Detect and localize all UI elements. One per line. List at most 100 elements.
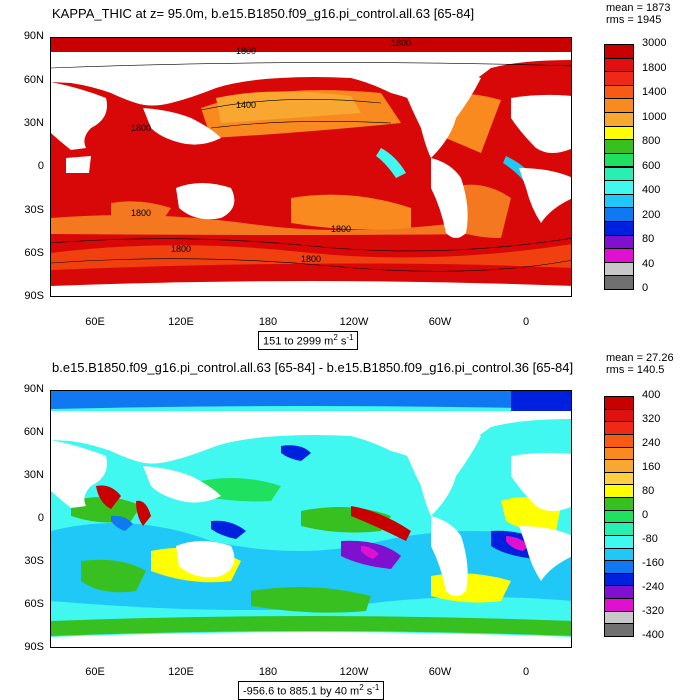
colorbar-label: 1000	[642, 110, 667, 123]
lat-label: 30N	[23, 469, 44, 481]
colorbar-swatch	[604, 396, 634, 410]
panel1-field	[51, 38, 571, 296]
lon-label: 120W	[339, 316, 369, 328]
colorbar-label: 0	[642, 282, 649, 294]
colorbar-label: -400	[642, 629, 665, 641]
colorbar-label: 0	[642, 509, 649, 521]
lat-label: 90N	[23, 30, 44, 42]
panel1-mean: mean = 1873	[606, 2, 671, 14]
colorbar-label: 240	[642, 437, 661, 449]
lat-label: 30S	[24, 555, 44, 567]
lat-label: 0	[37, 160, 44, 172]
lat-label: 60S	[24, 598, 44, 610]
contour-label: 1800	[391, 38, 412, 48]
lon-label: 120E	[168, 316, 194, 328]
panel1-rms: rms = 1945	[606, 14, 662, 26]
lon-label: 60W	[428, 666, 452, 678]
colorbar-swatch	[604, 572, 634, 587]
panel2-mean: mean = 27.26	[606, 352, 674, 364]
colorbar-swatch	[604, 433, 634, 448]
colorbar-swatch	[604, 261, 634, 277]
colorbar-swatch	[604, 484, 634, 499]
colorbar-label: 400	[642, 184, 661, 196]
colorbar-swatch	[604, 446, 634, 461]
colorbar-swatch	[604, 459, 634, 473]
colorbar-label: 1400	[642, 86, 667, 98]
lon-label: 60E	[85, 666, 105, 678]
colorbar-swatch	[604, 152, 634, 168]
colorbar-label: 1800	[642, 61, 667, 74]
colorbar-swatch	[604, 234, 634, 250]
colorbar-swatch	[604, 139, 634, 154]
colorbar-swatch	[604, 547, 634, 562]
contour-label: 1800	[331, 224, 352, 234]
colorbar-label: 800	[642, 135, 661, 147]
colorbar-label: 200	[642, 208, 661, 221]
colorbar-swatch	[604, 275, 634, 290]
lat-label: 90S	[24, 290, 44, 302]
panel2-colorbar: 400 320 240 160 80 0 -80 -160 -240 -320 -400	[604, 389, 684, 641]
lat-label: 60S	[24, 247, 44, 259]
lat-label: 0	[37, 512, 44, 524]
colorbar-label: -320	[642, 605, 665, 617]
colorbar-swatch	[604, 408, 634, 423]
lon-label: 0	[522, 316, 530, 328]
colorbar-swatch	[604, 112, 634, 127]
colorbar-swatch	[604, 623, 634, 637]
panel2-field	[51, 391, 571, 647]
colorbar-label: 40	[642, 257, 655, 270]
colorbar-swatch	[604, 421, 634, 435]
colorbar-swatch	[604, 193, 634, 209]
colorbar-swatch	[604, 125, 634, 141]
colorbar-swatch	[604, 509, 634, 524]
lat-label: 90S	[24, 641, 44, 653]
panel1-map: 1800 1400 1800 1800 1800 1800 1800 1800	[50, 37, 572, 297]
panel2-title: b.e15.B1850.f09_g16.pi_control.all.63 [6…	[52, 360, 574, 375]
range-units: s	[363, 685, 373, 698]
range-text: 151 to 2999 m	[263, 335, 334, 348]
contour-label: 1800	[171, 244, 192, 254]
colorbar-label: 160	[642, 461, 661, 473]
panel1-range-box: 151 to 2999 m2 s-1	[258, 331, 359, 350]
lon-label: 120W	[339, 666, 369, 678]
lat-label: 60N	[23, 74, 44, 86]
colorbar-swatch	[604, 57, 634, 73]
colorbar-swatch	[604, 44, 634, 59]
colorbar-label: -80	[642, 533, 658, 545]
colorbar-swatch	[604, 248, 634, 263]
panel2-map	[50, 390, 572, 648]
colorbar-label: 400	[642, 389, 661, 401]
lon-label: 60W	[428, 316, 452, 328]
lat-label: 30S	[24, 204, 44, 216]
range-units: s	[337, 335, 347, 348]
colorbar-swatch	[604, 522, 634, 536]
colorbar-swatch	[604, 207, 634, 222]
colorbar-swatch	[604, 585, 634, 600]
contour-label: 1800	[131, 123, 152, 133]
contour-label: 1800	[301, 254, 322, 264]
colorbar-swatch	[604, 166, 634, 182]
colorbar-swatch	[604, 471, 634, 486]
panel2-range-box: -956.6 to 885.1 by 40 m2 s-1	[238, 681, 385, 700]
colorbar-swatch	[604, 71, 634, 86]
colorbar-label: 80	[642, 233, 655, 245]
colorbar-label: 320	[642, 413, 661, 425]
lon-label: 0	[522, 666, 530, 678]
lat-label: 30N	[23, 117, 44, 129]
lat-label: 90N	[23, 383, 44, 395]
colorbar-label: 3000	[642, 37, 667, 49]
colorbar-swatch	[604, 598, 634, 612]
colorbar-swatch	[604, 220, 634, 236]
contour-label: 1800	[236, 46, 257, 56]
lon-label: 60E	[85, 316, 105, 328]
colorbar-swatch	[604, 534, 634, 549]
colorbar-swatch	[604, 180, 634, 195]
contour-label: 1800	[131, 208, 152, 218]
lon-label: 180	[258, 666, 278, 678]
colorbar-swatch	[604, 497, 634, 511]
lat-label: 60N	[23, 426, 44, 438]
colorbar-label: 80	[642, 485, 655, 497]
colorbar-label: -160	[642, 557, 665, 569]
lon-label: 120E	[168, 666, 194, 678]
lon-label: 180	[258, 316, 278, 328]
